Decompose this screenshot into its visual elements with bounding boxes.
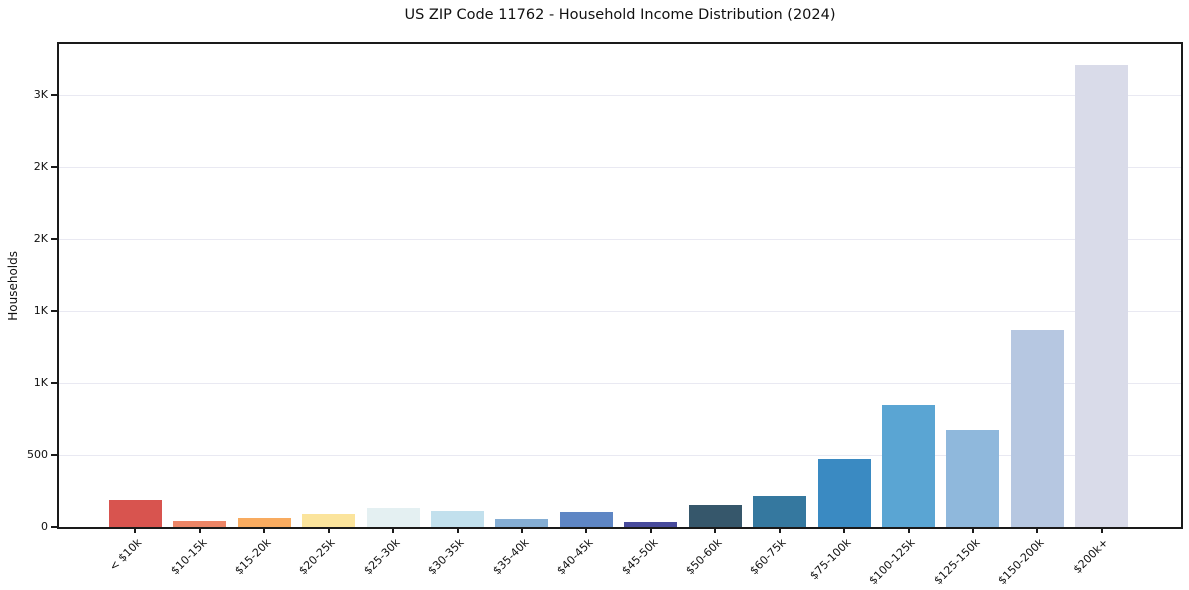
gridline [59,311,1181,312]
x-tick-label: $125-150k [914,536,982,587]
gridline [59,95,1181,96]
x-tick-label-text: $50-60k [683,536,725,578]
x-tick-label: $25-30k [348,536,402,577]
gridline [59,383,1181,384]
bar [431,511,485,527]
gridline [59,455,1181,456]
x-tick-label: $40-45k [541,536,595,577]
x-tick-mark [392,527,395,533]
x-tick-label-text: $60-75k [747,536,789,578]
x-tick-label-text: $35-40k [489,536,532,578]
x-tick-label: $150-200k [978,536,1046,587]
x-tick-label: $35-40k [477,536,531,577]
bar [495,519,549,527]
x-tick-mark [971,527,974,533]
x-tick-mark [1036,527,1039,533]
x-tick-label: $10-15k [155,536,209,577]
y-tick-mark [51,94,57,96]
x-tick-mark [778,527,781,533]
x-tick-label-text: < $10k [107,536,145,574]
bar [302,514,356,527]
y-tick-label: 2K [33,160,48,173]
x-tick-label: $60-75k [734,536,789,577]
x-tick-label: $75-100k [792,536,853,582]
x-tick-mark [907,527,910,533]
x-tick-mark [843,527,846,533]
x-tick-label-text: $25-30k [361,536,403,578]
bar [688,504,742,527]
x-tick-mark [585,527,588,533]
x-tick-mark [520,527,523,533]
x-tick-label: $45-50k [606,536,660,577]
bar [237,517,291,527]
bar [559,511,613,527]
plot-area [57,42,1183,529]
y-tick-label: 1K [33,304,48,317]
x-tick-label-text: $45-50k [618,536,661,578]
bar [366,507,420,527]
x-tick-mark [714,527,717,533]
x-tick-label: $15-20k [219,536,273,577]
x-tick-label: $20-25k [283,536,338,577]
gridline [59,167,1181,168]
x-tick-mark [263,527,266,533]
y-tick-label: 1K [33,376,48,389]
x-tick-label-text: $100-125k [866,536,918,588]
bar [1010,329,1064,527]
x-tick-mark [327,527,330,533]
x-tick-label-text: $150-200k [995,536,1047,588]
y-axis-label-wrap: Households [6,0,20,571]
x-tick-label: $30-35k [412,536,466,577]
x-tick-label: < $10k [95,536,145,574]
y-tick-label: 0 [41,520,48,533]
x-tick-label-text: $40-45k [554,536,596,578]
chart-title: US ZIP Code 11762 - Household Income Dis… [404,7,836,23]
y-tick-label: 2K [33,232,48,245]
y-tick-mark [51,166,57,168]
x-tick-mark [649,527,652,533]
x-tick-label: $100-125k [849,536,918,587]
x-tick-label: $200k+ [1058,536,1111,576]
x-tick-mark [198,527,201,533]
x-tick-label-text: $75-100k [807,536,854,583]
x-tick-mark [456,527,459,533]
x-tick-label-text: $125-150k [931,536,983,588]
bar [1075,64,1129,527]
x-tick-label-text: $10-15k [167,536,210,578]
bar [624,521,678,527]
y-tick-mark [51,526,57,528]
x-tick-label-text: $30-35k [425,536,467,578]
x-tick-mark [1100,527,1103,533]
bar [882,404,936,527]
bar [173,521,227,527]
y-tick-mark [51,310,57,312]
x-tick-label-text: $15-20k [232,536,274,578]
x-tick-label: $50-60k [670,536,724,577]
gridline [59,239,1181,240]
y-tick-mark [51,454,57,456]
bar [817,459,871,527]
bar [108,499,162,527]
x-tick-label-text: $200k+ [1071,536,1112,577]
y-tick-label: 3K [33,88,48,101]
bar [946,429,1000,527]
x-tick-label-text: $20-25k [296,536,338,578]
y-tick-label: 500 [27,448,48,461]
y-tick-mark [51,238,57,240]
x-tick-mark [134,527,137,533]
y-tick-mark [51,382,57,384]
bar [753,496,807,527]
